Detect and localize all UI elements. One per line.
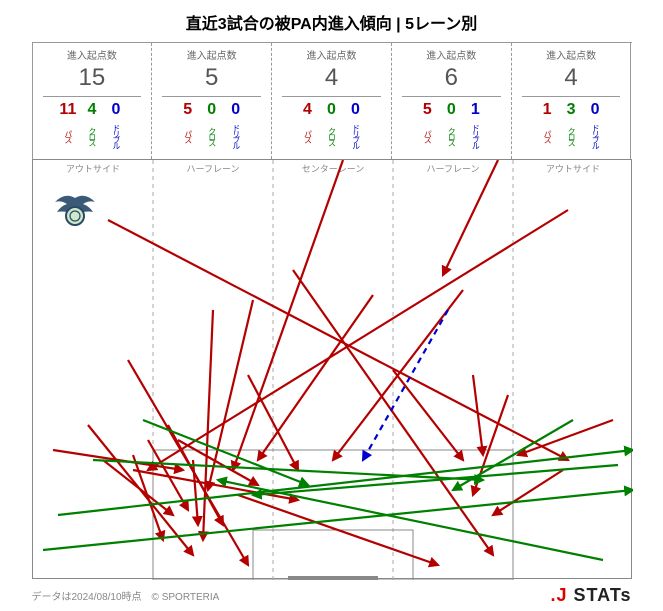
breakdown-label: パス [64,119,72,153]
lane-summary: 進入起点数41パス3クロス0ドリブル [511,43,632,159]
breakdown-label: パス [184,119,192,153]
lane-summary: 進入起点数44パス0クロス0ドリブル [271,43,391,159]
lane-total: 15 [43,64,142,97]
breakdown-cross: 0クロス [440,101,462,153]
breakdown-label: ドリブル [351,119,359,153]
breakdown-value: 1 [471,101,480,119]
lane-name: アウトサイド [65,164,119,174]
breakdown-cross: 0クロス [201,101,223,153]
lane-breakdown: 11パス4クロス0ドリブル [35,101,150,153]
breakdown-value: 0 [591,101,600,119]
brand-logo: .J STATs [550,585,631,606]
lane-breakdown: 4パス0クロス0ドリブル [274,101,389,153]
arrow-cross [58,450,633,515]
chart-footer: データは2024/08/10時点 © SPORTERIA .J STATs [32,585,632,606]
arrow-pass [133,455,163,540]
breakdown-label: ドリブル [471,119,479,153]
lane-name: アウトサイド [545,164,599,174]
breakdown-label: ドリブル [112,119,120,153]
breakdown-label: クロス [208,119,216,153]
breakdown-label: ドリブル [232,119,240,153]
breakdown-value: 0 [207,101,216,119]
lane-name: ハーフレーン [426,164,479,174]
breakdown-value: 0 [351,101,360,119]
lane-header: 進入起点数 [154,47,269,62]
breakdown-dribble: 0ドリブル [105,101,127,153]
chart-title: 直近3試合の被PA内進入傾向 | 5レーン別 [0,0,663,42]
pitch-svg: アウトサイド ハーフレーン センターレーン ハーフレーン アウトサイド [33,160,633,580]
breakdown-pass: 5パス [177,101,199,153]
lane-summary-row: 進入起点数1511パス4クロス0ドリブル進入起点数55パス0クロス0ドリブル進入… [32,42,632,159]
arrow-pass [393,370,463,460]
lane-name: ハーフレーン [186,164,239,174]
brand-stats: STATs [568,585,632,605]
chart-container: 直近3試合の被PA内進入傾向 | 5レーン別 進入起点数1511パス4クロス0ド… [0,0,663,611]
breakdown-label: ドリブル [591,119,599,153]
brand-j: J [556,585,567,605]
breakdown-pass: 4パス [296,101,318,153]
breakdown-pass: 5パス [416,101,438,153]
breakdown-cross: 3クロス [560,101,582,153]
arrow-cross [43,490,633,550]
lane-total: 4 [522,64,621,97]
breakdown-label: パス [303,119,311,153]
breakdown-value: 4 [303,101,312,119]
lane-summary: 進入起点数55パス0クロス0ドリブル [151,43,271,159]
breakdown-label: パス [543,119,551,153]
lane-header: 進入起点数 [35,47,150,62]
breakdown-value: 4 [87,101,96,119]
breakdown-value: 0 [111,101,120,119]
breakdown-dribble: 0ドリブル [584,101,606,153]
arrow-cross [253,465,618,495]
breakdown-value: 5 [183,101,192,119]
arrow-pass [248,375,298,470]
footer-text: データは2024/08/10時点 © SPORTERIA [32,588,220,603]
lane-breakdown: 5パス0クロス1ドリブル [394,101,509,153]
lane-name: センターレーン [301,164,364,174]
breakdown-value: 5 [423,101,432,119]
breakdown-cross: 4クロス [81,101,103,153]
breakdown-label: クロス [327,119,335,153]
breakdown-label: パス [423,119,431,153]
lane-breakdown: 1パス3クロス0ドリブル [514,101,629,153]
arrow-cross [218,480,603,560]
team-badge [53,188,97,232]
breakdown-pass: 11パス [57,101,79,153]
pitch: アウトサイド ハーフレーン センターレーン ハーフレーン アウトサイド [32,159,632,579]
lane-total: 4 [282,64,381,97]
breakdown-pass: 1パス [536,101,558,153]
breakdown-dribble: 0ドリブル [344,101,366,153]
lane-total: 6 [402,64,501,97]
breakdown-value: 0 [447,101,456,119]
goal-line [288,576,378,580]
arrow-pass [193,460,198,525]
breakdown-dribble: 1ドリブル [464,101,486,153]
lane-summary: 進入起点数65パス0クロス1ドリブル [391,43,511,159]
lane-header: 進入起点数 [274,47,389,62]
breakdown-value: 0 [327,101,336,119]
six-yard-box [253,530,413,580]
breakdown-cross: 0クロス [320,101,342,153]
lane-breakdown: 5パス0クロス0ドリブル [154,101,269,153]
breakdown-label: クロス [567,119,575,153]
breakdown-value: 11 [59,101,76,119]
lane-total: 5 [162,64,261,97]
lane-header: 進入起点数 [394,47,509,62]
lane-summary: 進入起点数1511パス4クロス0ドリブル [32,43,152,159]
breakdown-dribble: 0ドリブル [225,101,247,153]
breakdown-label: クロス [88,119,96,153]
arrow-pass [493,470,563,515]
arrow-pass [258,295,373,460]
lane-header: 進入起点数 [514,47,629,62]
breakdown-label: クロス [447,119,455,153]
breakdown-value: 3 [567,101,576,119]
breakdown-value: 1 [543,101,552,119]
breakdown-value: 0 [231,101,240,119]
